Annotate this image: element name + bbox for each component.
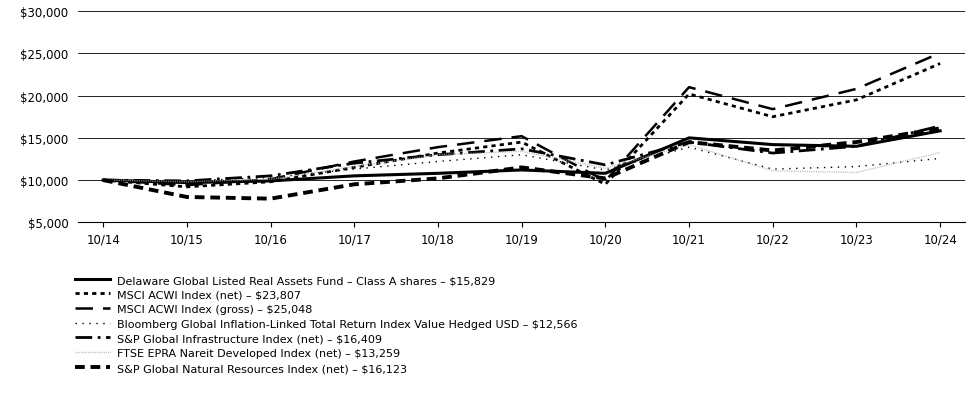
Legend: Delaware Global Listed Real Assets Fund – Class A shares – $15,829, MSCI ACWI In: Delaware Global Listed Real Assets Fund … [75, 275, 577, 373]
